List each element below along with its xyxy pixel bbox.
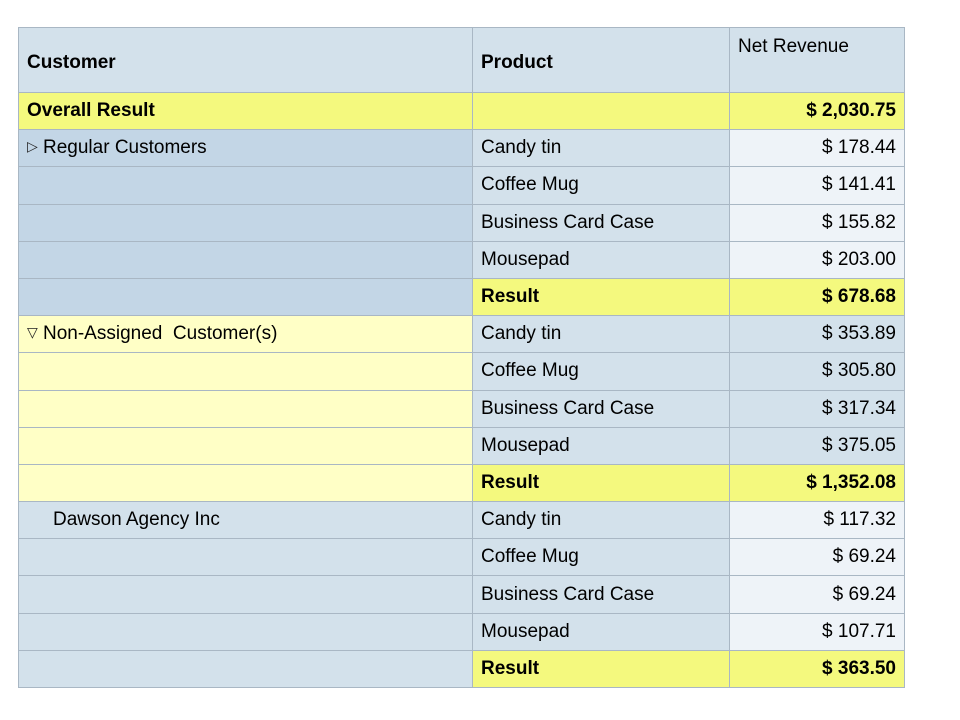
subtotal-row: Result $ 1,352.08: [18, 463, 905, 503]
table-row: Business Card Case $ 69.24: [18, 575, 905, 614]
table-row: Business Card Case $ 317.34: [18, 389, 905, 428]
product-cell: Candy tin: [472, 315, 730, 354]
header-customer[interactable]: Customer: [18, 27, 473, 93]
subtotal-row: Result $ 363.50: [18, 649, 905, 689]
customer-cell: [18, 389, 473, 428]
revenue-cell: $ 107.71: [729, 612, 905, 651]
revenue-cell: $ 141.41: [729, 166, 905, 205]
table-row: ▽ Non-Assigned Customer(s) Candy tin $ 35…: [18, 315, 905, 354]
subtotal-row: Result $ 678.68: [18, 277, 905, 317]
product-cell: Mousepad: [472, 240, 730, 279]
overall-result-value: $ 2,030.75: [729, 91, 905, 131]
customer-cell: [18, 538, 473, 577]
revenue-cell: $ 155.82: [729, 203, 905, 242]
group-customer-cell[interactable]: ▷ Regular Customers: [18, 129, 473, 168]
customer-cell: [18, 352, 473, 391]
report-table: Customer Product Net Revenue Overall Res…: [18, 27, 905, 689]
product-cell: Coffee Mug: [472, 352, 730, 391]
expand-triangle-icon[interactable]: ▷: [27, 138, 38, 155]
customer-cell: [18, 649, 473, 689]
product-cell: Business Card Case: [472, 575, 730, 614]
revenue-cell: $ 178.44: [729, 129, 905, 168]
revenue-cell: $ 305.80: [729, 352, 905, 391]
subtotal-label: Result: [472, 463, 730, 503]
revenue-cell: $ 69.24: [729, 575, 905, 614]
table-row: Coffee Mug $ 69.24: [18, 538, 905, 577]
product-cell: Coffee Mug: [472, 538, 730, 577]
table-row: Mousepad $ 203.00: [18, 240, 905, 279]
table-row: Mousepad $ 107.71: [18, 612, 905, 651]
group-name: Non-Assigned Customer(s): [43, 323, 278, 345]
product-cell: Business Card Case: [472, 389, 730, 428]
revenue-cell: $ 203.00: [729, 240, 905, 279]
table-row: Coffee Mug $ 141.41: [18, 166, 905, 205]
revenue-cell: $ 375.05: [729, 426, 905, 465]
product-cell: Mousepad: [472, 426, 730, 465]
subtotal-value: $ 363.50: [729, 649, 905, 689]
product-cell: Candy tin: [472, 129, 730, 168]
overall-result-row: Overall Result $ 2,030.75: [18, 91, 905, 131]
revenue-cell: $ 117.32: [729, 501, 905, 540]
product-cell: Coffee Mug: [472, 166, 730, 205]
subtotal-value: $ 678.68: [729, 277, 905, 317]
revenue-cell: $ 317.34: [729, 389, 905, 428]
overall-result-label: Overall Result: [18, 91, 473, 131]
customer-cell: [18, 463, 473, 503]
header-row: Customer Product Net Revenue: [18, 27, 905, 93]
group-name: Regular Customers: [43, 137, 207, 159]
subtotal-value: $ 1,352.08: [729, 463, 905, 503]
customer-cell: [18, 575, 473, 614]
collapse-triangle-icon[interactable]: ▽: [27, 324, 38, 341]
group-customer-cell[interactable]: ▽ Non-Assigned Customer(s): [18, 315, 473, 354]
customer-cell: [18, 277, 473, 317]
product-cell: Candy tin: [472, 501, 730, 540]
table-row: Mousepad $ 375.05: [18, 426, 905, 465]
customer-cell: [18, 240, 473, 279]
customer-cell: [18, 203, 473, 242]
revenue-cell: $ 69.24: [729, 538, 905, 577]
table-row: Dawson Agency Inc Candy tin $ 117.32: [18, 501, 905, 540]
customer-cell: [18, 426, 473, 465]
table-row: Coffee Mug $ 305.80: [18, 352, 905, 391]
revenue-cell: $ 353.89: [729, 315, 905, 354]
product-cell: Mousepad: [472, 612, 730, 651]
subtotal-label: Result: [472, 277, 730, 317]
product-cell: Business Card Case: [472, 203, 730, 242]
table-row: ▷ Regular Customers Candy tin $ 178.44: [18, 129, 905, 168]
customer-cell: Dawson Agency Inc: [18, 501, 473, 540]
header-net-revenue[interactable]: Net Revenue: [729, 27, 905, 93]
customer-cell: [18, 166, 473, 205]
subtotal-label: Result: [472, 649, 730, 689]
table-row: Business Card Case $ 155.82: [18, 203, 905, 242]
overall-result-product-cell: [472, 91, 730, 131]
customer-cell: [18, 612, 473, 651]
header-product[interactable]: Product: [472, 27, 730, 93]
